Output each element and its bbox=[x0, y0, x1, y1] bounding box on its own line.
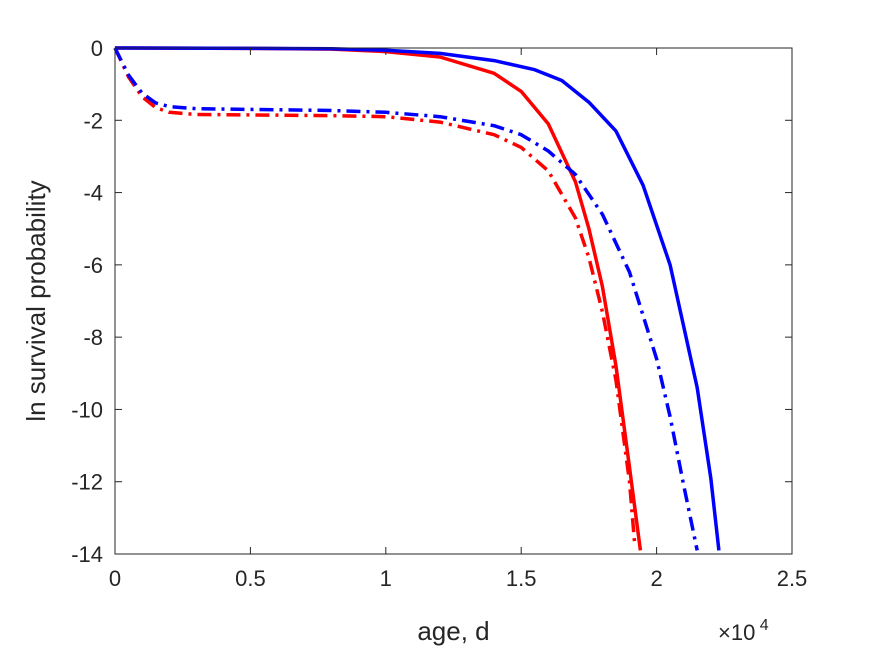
x-exponent-base: ×10 bbox=[718, 620, 755, 645]
y-tick-label: -4 bbox=[83, 181, 103, 206]
y-tick-label: -10 bbox=[71, 397, 103, 422]
labels-layer: 0 0.5 1 1.5 2 2.5 0 -2 -4 -6 -8 -10 -12 -14 bbox=[71, 36, 807, 591]
x-axis-exponent-label: ×10 4 bbox=[718, 617, 769, 645]
y-tick-label: -6 bbox=[83, 253, 103, 278]
x-tick-label: 0 bbox=[109, 566, 121, 591]
y-axis-title: ln survival probability bbox=[21, 180, 51, 421]
y-tick-label: -12 bbox=[71, 470, 103, 495]
x-tick-label: 2.5 bbox=[777, 566, 808, 591]
x-axis-title: age, d bbox=[417, 616, 489, 646]
y-tick-label: -8 bbox=[83, 325, 103, 350]
x-exponent-power: 4 bbox=[760, 617, 769, 634]
y-tick-label: 0 bbox=[91, 36, 103, 61]
x-tick-label: 2 bbox=[650, 566, 662, 591]
y-tick-label: -14 bbox=[71, 542, 103, 567]
x-tick-label: 0.5 bbox=[235, 566, 266, 591]
ticks-layer bbox=[114, 47, 793, 555]
x-tick-label: 1.5 bbox=[506, 566, 537, 591]
series-layer bbox=[113, 46, 721, 551]
x-tick-label: 1 bbox=[380, 566, 392, 591]
series-line-2 bbox=[114, 46, 721, 551]
series-line-4 bbox=[113, 47, 699, 551]
y-tick-label: -2 bbox=[83, 108, 103, 133]
plot-frame bbox=[114, 47, 793, 555]
series-line-3 bbox=[113, 47, 637, 547]
